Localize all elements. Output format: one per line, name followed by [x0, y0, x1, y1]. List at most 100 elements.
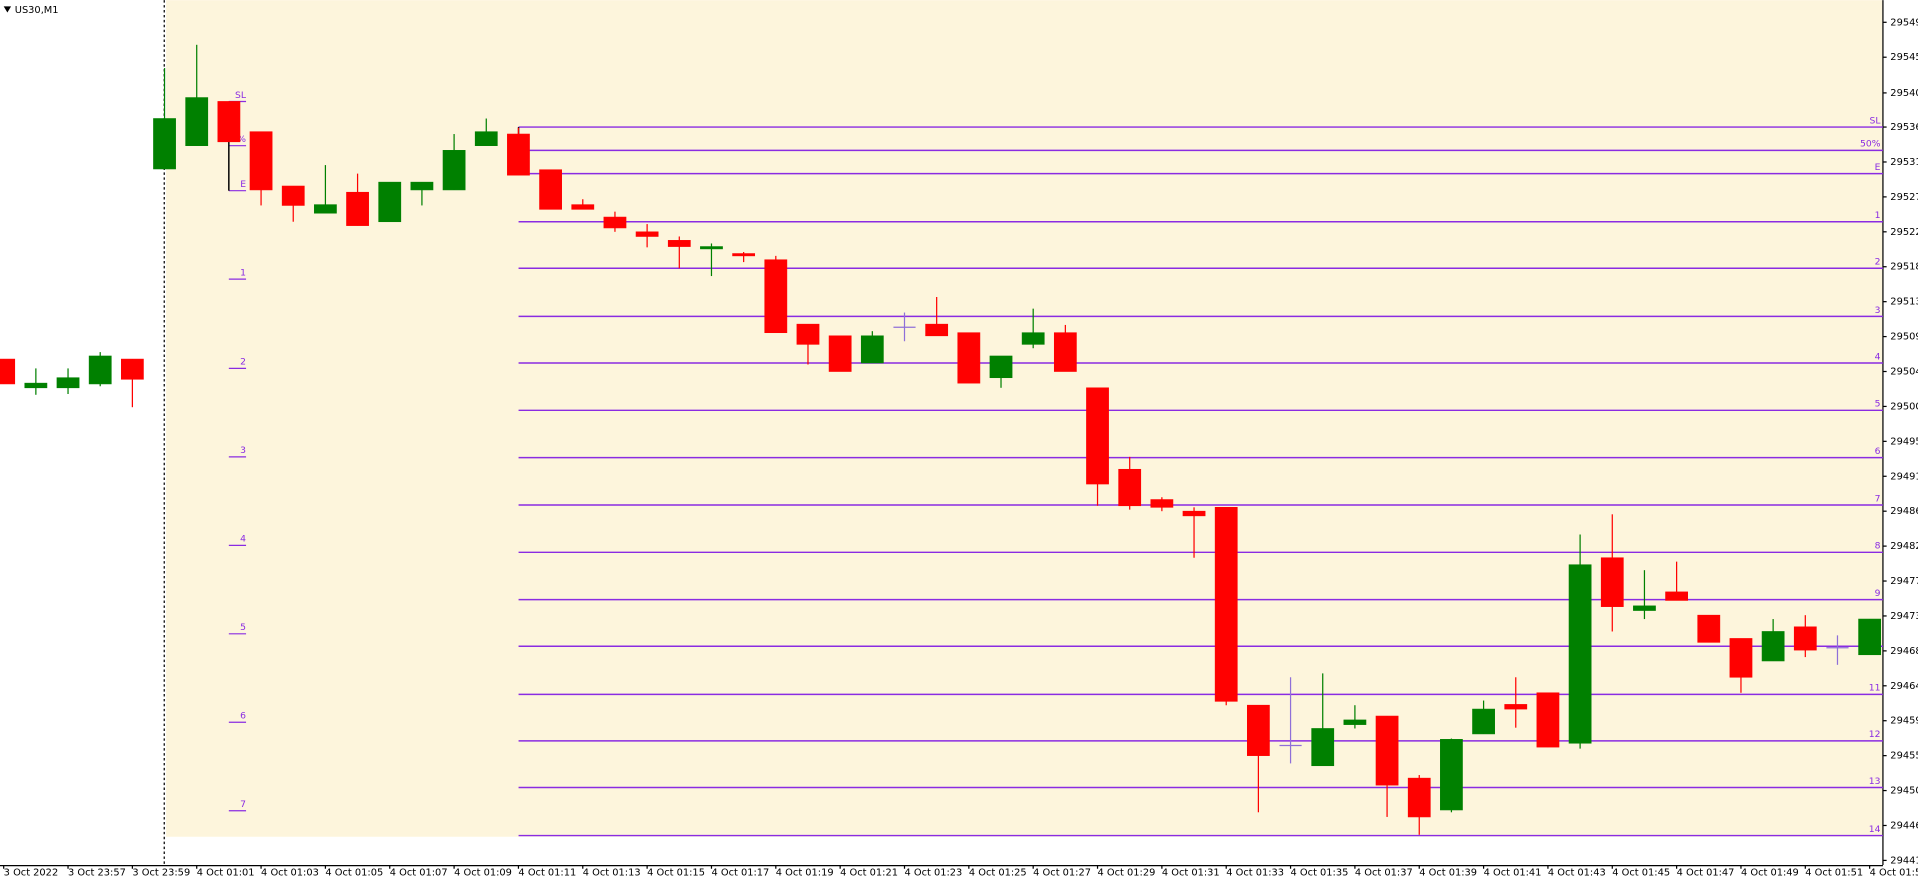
candle-body [1118, 468, 1142, 507]
y-tick-label: 29491.0 [1890, 471, 1918, 482]
candle-body [1536, 692, 1560, 748]
candle-body [410, 181, 434, 191]
level-label: 5 [1875, 399, 1881, 410]
candle-body [1407, 777, 1431, 818]
candle-body [0, 358, 16, 385]
left-level-label: 1 [240, 268, 246, 279]
candle-body [1182, 510, 1206, 517]
session-highlight [166, 0, 1883, 837]
candle-body [24, 382, 48, 389]
candle-body [56, 377, 80, 389]
level-label: 6 [1875, 446, 1881, 457]
candle-body [507, 133, 530, 176]
candle-body [1568, 564, 1592, 744]
candle-body [732, 253, 756, 257]
candle-body [281, 185, 305, 206]
candle-body [667, 240, 691, 247]
candle-body [153, 118, 176, 170]
level-label: E [1875, 162, 1881, 173]
candle-body [1247, 704, 1270, 756]
level-label: 11 [1869, 683, 1881, 694]
x-tick-label: 4 Oct 01:29 [1098, 867, 1156, 878]
x-tick-label: 3 Oct 23:59 [132, 867, 190, 878]
candle-body [346, 191, 369, 226]
axes: 29549.529545.029540.429536.029531.529527… [3, 17, 1918, 878]
candle-body [957, 332, 981, 384]
x-tick-label: 4 Oct 01:25 [969, 867, 1027, 878]
candle-body [1793, 626, 1817, 651]
candle-body [1086, 387, 1109, 485]
y-tick-label: 29477.5 [1890, 576, 1918, 587]
level-label: 7 [1875, 493, 1881, 504]
level-label: 8 [1875, 541, 1881, 552]
candle-body [1150, 499, 1174, 508]
left-level-label: SL [235, 90, 247, 101]
x-tick-label: 4 Oct 01:49 [1741, 867, 1799, 878]
symbol-menu-arrow[interactable] [3, 6, 12, 13]
candle-body [1633, 605, 1656, 611]
candle-body [1440, 739, 1463, 811]
candle-body [1600, 557, 1624, 607]
chart-title: US30,M1 [15, 5, 59, 16]
candle-body [185, 97, 209, 146]
y-tick-label: 29527.0 [1890, 192, 1918, 203]
y-tick-label: 29459.5 [1890, 716, 1918, 727]
y-tick-label: 29536.0 [1890, 122, 1918, 133]
level-label: 4 [1875, 351, 1881, 362]
left-level-label: 3 [240, 445, 246, 456]
x-tick-label: 4 Oct 01:23 [904, 867, 962, 878]
x-tick-label: 3 Oct 2022 [4, 867, 59, 878]
candle-body [249, 131, 273, 191]
x-tick-label: 4 Oct 01:27 [1033, 867, 1091, 878]
left-level-label: 6 [240, 711, 246, 722]
candle-body [635, 231, 659, 237]
candle-body [1021, 332, 1045, 345]
candle-body [442, 150, 466, 191]
y-tick-label: 29468.5 [1890, 646, 1918, 657]
candle-body [314, 204, 337, 214]
x-tick-label: 4 Oct 01:35 [1291, 867, 1349, 878]
candle-body [88, 355, 112, 385]
level-label: 13 [1869, 776, 1881, 787]
x-tick-label: 4 Oct 01:33 [1226, 867, 1284, 878]
candle-body [217, 101, 241, 143]
y-tick-label: 29500.0 [1890, 401, 1918, 412]
x-tick-label: 4 Oct 01:41 [1484, 867, 1542, 878]
left-level-label: 4 [240, 534, 246, 545]
level-label: 12 [1869, 729, 1881, 740]
y-tick-label: 29473.0 [1890, 611, 1918, 622]
level-label: 50% [1860, 139, 1881, 150]
x-tick-label: 4 Oct 01:43 [1548, 867, 1606, 878]
candle-body [1858, 618, 1882, 656]
x-tick-label: 4 Oct 01:39 [1419, 867, 1477, 878]
candle-body [1214, 507, 1238, 702]
candle-body [1697, 614, 1721, 643]
x-tick-label: 4 Oct 01:15 [647, 867, 705, 878]
x-tick-label: 3 Oct 23:57 [68, 867, 126, 878]
candle-body [1053, 332, 1077, 372]
candle-body [828, 335, 852, 372]
candle-body [1665, 591, 1688, 601]
x-tick-label: 4 Oct 01:31 [1162, 867, 1220, 878]
y-tick-label: 29455.0 [1890, 751, 1918, 762]
y-tick-label: 29540.4 [1890, 88, 1918, 99]
x-tick-label: 4 Oct 01:21 [840, 867, 898, 878]
candle-body [1375, 715, 1399, 786]
x-tick-label: 4 Oct 01:13 [583, 867, 641, 878]
left-level-label: E [240, 179, 246, 190]
candle-body [925, 323, 949, 337]
candle-body [700, 246, 723, 250]
x-tick-label: 4 Oct 01:17 [711, 867, 769, 878]
candle-body [1472, 708, 1495, 735]
y-tick-label: 29513.5 [1890, 297, 1918, 308]
y-tick-label: 29518.0 [1890, 262, 1918, 273]
y-tick-label: 29509.0 [1890, 332, 1918, 343]
x-tick-label: 4 Oct 01:37 [1355, 867, 1413, 878]
left-level-label: 5 [240, 622, 246, 633]
candle-body [1504, 704, 1528, 710]
candle-body [120, 358, 144, 380]
candle-body [603, 216, 627, 229]
